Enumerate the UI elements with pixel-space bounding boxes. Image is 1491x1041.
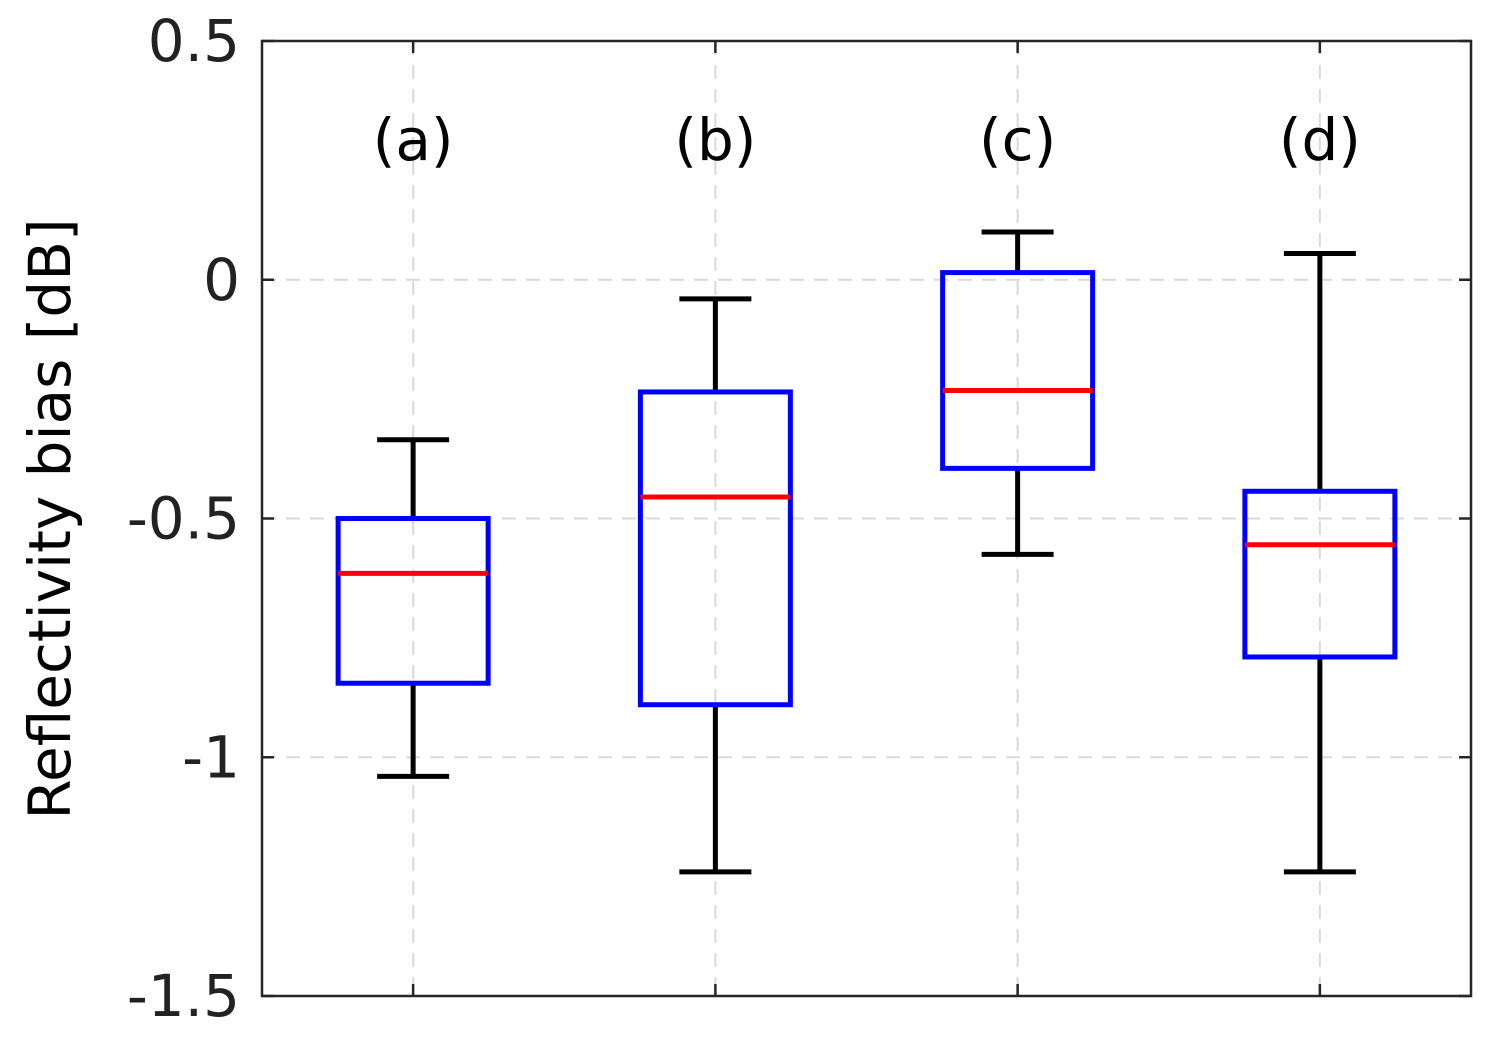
box-label: (c): [979, 106, 1056, 174]
iqr-box: [637, 389, 793, 708]
y-tick-label: 0: [203, 246, 240, 314]
y-axis-label: Reflectivity bias [dB]: [16, 218, 84, 819]
y-tick-label: -1: [182, 723, 240, 791]
tick-layer: 0.5 0 -0.5 -1 -1.5: [127, 7, 1471, 1030]
y-tick-label: 0.5: [148, 7, 240, 75]
box-label: (b): [674, 106, 756, 174]
box-label: (d): [1279, 106, 1361, 174]
iqr-box: [1242, 488, 1398, 660]
y-tick-label: -1.5: [127, 962, 240, 1030]
y-tick-label: -0.5: [127, 485, 240, 553]
iqr-box: [940, 270, 1096, 471]
box-label: (a): [373, 106, 454, 174]
iqr-box: [335, 516, 491, 686]
box-layer: (a) (b) (c) (d): [335, 106, 1398, 875]
